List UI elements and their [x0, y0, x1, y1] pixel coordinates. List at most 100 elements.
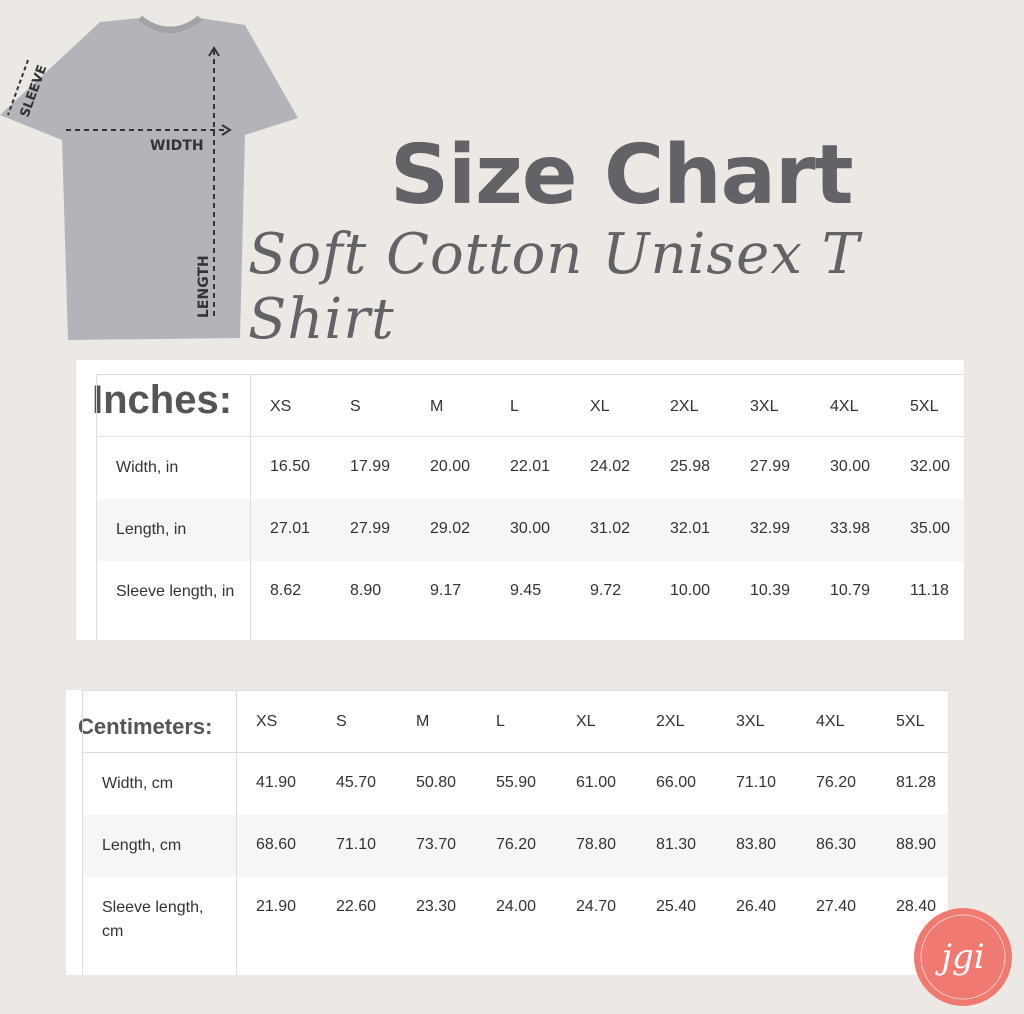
table-cell: 23.30: [416, 898, 457, 915]
table-cell: 16.50: [270, 458, 311, 475]
size-header: 4XL: [830, 398, 859, 415]
table-cell: 9.17: [430, 582, 462, 599]
size-header: XL: [576, 713, 596, 730]
table-row: Width, cm 41.90 45.70 50.80 55.90 61.00 66.00 7…: [82, 753, 948, 815]
table-cell: 73.70: [416, 836, 457, 853]
centimeters-table: Width, cm 41.90 45.70 50.80 55.90 61.00 66.00 7…: [66, 690, 948, 975]
size-header: 5XL: [896, 713, 925, 730]
table-cell: 8.62: [270, 582, 302, 599]
column-divider: [82, 690, 83, 975]
table-cell: 81.28: [896, 774, 937, 791]
row-label: Length, cm: [102, 837, 182, 854]
table-cell: 45.70: [336, 774, 377, 791]
table-header: Centimeters:: [78, 714, 213, 739]
header-divider: [82, 752, 948, 753]
row-label: Sleeve length, in: [116, 583, 235, 600]
table-cell: 31.02: [590, 520, 631, 537]
size-header: XL: [590, 398, 610, 415]
column-divider: [96, 374, 97, 640]
table-cell: 27.99: [350, 520, 391, 537]
table-cell: 30.00: [510, 520, 551, 537]
size-header: 3XL: [750, 398, 779, 415]
column-divider: [250, 374, 251, 640]
table-cell: 24.70: [576, 898, 617, 915]
table-cell: 61.00: [576, 774, 617, 791]
table-cell: 11.18: [910, 582, 949, 599]
size-header: M: [416, 713, 430, 730]
table-row: Sleeve length, in 8.62 8.90 9.17 9.45 9.72 10.…: [96, 561, 964, 639]
row-label: Width, cm: [102, 775, 174, 792]
size-header: L: [496, 713, 505, 730]
table-cell: 33.98: [830, 520, 871, 537]
length-label: LENGTH: [196, 255, 212, 318]
table-cell: 22.60: [336, 898, 377, 915]
table-cell: 25.40: [656, 898, 697, 915]
table-cell: 27.01: [270, 520, 311, 537]
jgi-logo: jgi: [914, 908, 1012, 1006]
table-cell: 71.10: [336, 836, 377, 853]
table-cell: 76.20: [496, 836, 537, 853]
table-cell: 81.30: [656, 836, 697, 853]
table-cell: 9.45: [510, 582, 542, 599]
row-label: Sleeve length, cm: [102, 899, 204, 940]
table-row: Sleeve length, cm 21.90 22.60 23.30 24.00 24.…: [82, 877, 948, 961]
table-cell: 22.01: [510, 458, 551, 475]
table-cell: 66.00: [656, 774, 697, 791]
size-header: XS: [256, 713, 278, 730]
size-header: M: [430, 398, 444, 415]
row-label: Length, in: [116, 521, 187, 538]
table-cell: 24.02: [590, 458, 631, 475]
size-header: L: [510, 398, 519, 415]
top-border: [82, 690, 948, 691]
table-cell: 28.40: [896, 898, 937, 915]
table-cell: 27.40: [816, 898, 857, 915]
table-cell: 35.00: [910, 520, 951, 537]
size-header: 2XL: [656, 713, 685, 730]
row-label: Width, in: [116, 459, 179, 476]
table-cell: 76.20: [816, 774, 857, 791]
table-cell: 20.00: [430, 458, 471, 475]
table-cell: 10.79: [830, 582, 871, 599]
table-cell: 32.00: [910, 458, 951, 475]
width-label: WIDTH: [150, 138, 204, 154]
size-header: 3XL: [736, 713, 765, 730]
top-border: [96, 374, 964, 375]
page-subtitle: Soft Cotton Unisex T Shirt: [248, 222, 861, 352]
table-cell: 32.01: [670, 520, 711, 537]
table-cell: 41.90: [256, 774, 297, 791]
table-cell: 88.90: [896, 836, 937, 853]
inches-table: Width, in 16.50 17.99 20.00 22.01 24.02 25.98 2…: [76, 360, 964, 640]
table-header: Inches:: [92, 378, 233, 422]
tshirt-measurement-illustration: WIDTH LENGTH SLEEVE: [0, 15, 298, 340]
table-cell: 30.00: [830, 458, 871, 475]
size-header: 5XL: [910, 398, 939, 415]
table-cell: 55.90: [496, 774, 537, 791]
table-row: Length, in 27.01 27.99 29.02 30.00 31.02 32.01…: [96, 499, 964, 561]
table-cell: 71.10: [736, 774, 777, 791]
table-cell: 26.40: [736, 898, 777, 915]
header-divider: [96, 436, 964, 437]
table-cell: 32.99: [750, 520, 791, 537]
size-header: S: [336, 713, 347, 730]
size-header: 2XL: [670, 398, 699, 415]
table-row: Width, in 16.50 17.99 20.00 22.01 24.02 25.98 2…: [96, 437, 964, 499]
table-cell: 50.80: [416, 774, 457, 791]
column-divider: [236, 690, 237, 975]
table-cell: 17.99: [350, 458, 391, 475]
table-cell: 68.60: [256, 836, 297, 853]
table-cell: 10.39: [750, 582, 791, 599]
size-header: XS: [270, 398, 292, 415]
table-cell: 9.72: [590, 582, 622, 599]
table-cell: 78.80: [576, 836, 617, 853]
size-header: 4XL: [816, 713, 845, 730]
table-cell: 25.98: [670, 458, 711, 475]
page-title: Size Chart: [390, 128, 854, 223]
table-cell: 86.30: [816, 836, 857, 853]
table-cell: 27.99: [750, 458, 791, 475]
table-cell: 29.02: [430, 520, 471, 537]
table-row: Length, cm 68.60 71.10 73.70 76.20 78.80 81.30…: [82, 815, 948, 877]
size-header: S: [350, 398, 361, 415]
table-cell: 21.90: [256, 898, 297, 915]
svg-text:jgi: jgi: [934, 937, 984, 977]
table-cell: 24.00: [496, 898, 537, 915]
